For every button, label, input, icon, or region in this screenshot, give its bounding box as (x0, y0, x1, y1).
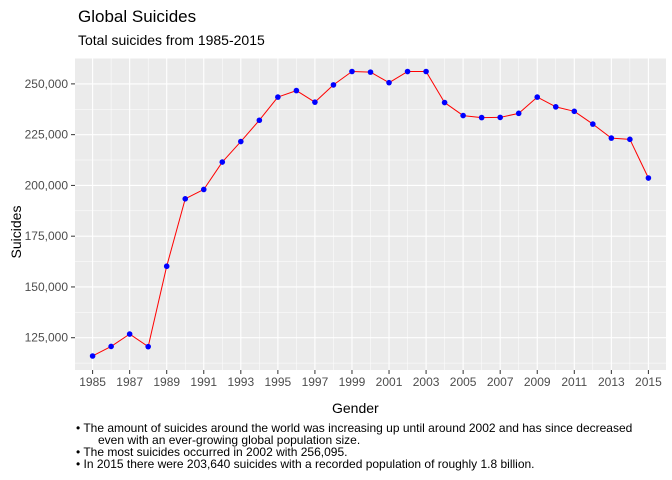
data-point (108, 343, 114, 350)
x-tick-label: 2015 (635, 375, 662, 389)
series-line-segment (92, 346, 112, 357)
series-line-segment (221, 141, 242, 163)
data-point (330, 82, 337, 88)
data-point (460, 112, 466, 119)
x-tick-label: 1987 (116, 375, 143, 389)
x-tick-label: 1989 (153, 375, 180, 389)
x-tick-label: 2005 (450, 375, 477, 389)
data-point (497, 114, 503, 121)
data-point (515, 110, 522, 117)
series-points-layer (89, 68, 652, 359)
data-point (441, 99, 448, 106)
data-point (645, 175, 652, 181)
series-line-segment (537, 96, 556, 108)
data-point (219, 159, 226, 165)
x-tick-label: 2007 (487, 375, 514, 389)
series-line-segment (277, 90, 297, 98)
series-line-segment (500, 112, 519, 118)
data-point (163, 263, 170, 270)
caption-line: even with an ever-growing global populat… (98, 433, 361, 447)
series-line-layer (92, 71, 649, 357)
y-axis-label: Suicides (8, 205, 24, 259)
chart-subtitle: Total suicides from 1985-2015 (78, 32, 265, 48)
caption-line: • In 2015 there were 203,640 suicides wi… (76, 457, 535, 471)
y-tick-label: 175,000 (25, 229, 69, 243)
series-line-segment (611, 137, 630, 140)
data-point (312, 99, 318, 105)
series-line-segment (370, 71, 390, 84)
series-line-segment (166, 198, 186, 267)
major-gridlines (75, 58, 666, 370)
y-tick-label: 150,000 (25, 280, 69, 294)
data-point (182, 196, 189, 202)
series-line-segment (296, 90, 316, 103)
data-point (293, 87, 300, 94)
series-line-segment (258, 96, 279, 121)
x-tick-label: 2003 (413, 375, 440, 389)
series-line-segment (185, 189, 204, 200)
x-tick-label: 1991 (190, 375, 217, 389)
series-line-segment (333, 71, 353, 86)
x-tick-label: 1995 (265, 375, 292, 389)
data-point (89, 353, 96, 359)
chart-title: Global Suicides (78, 7, 197, 26)
minor-gridlines (75, 58, 666, 370)
data-point (404, 68, 411, 75)
series-line-segment (574, 110, 594, 125)
data-point (238, 138, 244, 145)
series-line-segment (147, 266, 168, 347)
y-tick-label: 250,000 (25, 77, 69, 91)
x-tick-label: 1997 (302, 375, 329, 389)
data-point (386, 79, 392, 86)
series-line-segment (203, 161, 223, 190)
series-line-segment (388, 71, 408, 84)
data-point (608, 135, 615, 141)
data-point (534, 94, 541, 100)
x-tick-label: 2011 (561, 375, 587, 389)
series-line-segment (425, 71, 446, 103)
x-tick-label: 2009 (524, 375, 551, 389)
chart-caption: • The amount of suicides around the worl… (76, 422, 666, 470)
series-line-segment (240, 119, 260, 142)
caption-line: • The amount of suicides around the worl… (76, 421, 633, 435)
data-point (200, 186, 207, 193)
series-line-segment (592, 123, 612, 139)
data-point (256, 117, 263, 124)
data-point (367, 69, 374, 75)
y-tick-label: 200,000 (25, 178, 69, 192)
x-tick-label: 1985 (79, 375, 106, 389)
data-point (126, 331, 133, 337)
data-point (275, 94, 281, 100)
data-point (590, 121, 596, 127)
caption-line: • The most suicides occurred in 2002 wit… (76, 445, 348, 459)
y-tick-label: 225,000 (25, 128, 69, 142)
data-point (571, 108, 578, 115)
series-line-segment (444, 102, 464, 116)
series-line-segment (314, 84, 334, 103)
series-line-segment (110, 333, 130, 347)
x-tick-label: 2001 (376, 375, 403, 389)
y-tick-label: 125,000 (25, 331, 69, 345)
x-tick-label: 2013 (598, 375, 625, 389)
x-tick-label: 1999 (339, 375, 366, 389)
data-point (552, 104, 559, 110)
axis-ticks (71, 83, 649, 374)
series-line-segment (555, 106, 575, 112)
series-line-segment (351, 71, 371, 73)
data-point (478, 114, 485, 121)
x-axis-label: Gender (332, 400, 379, 416)
axis-tick-labels: 125,000 150,000 175,000 200,000 225,000 250,0… (25, 77, 662, 389)
data-point (423, 68, 429, 75)
series-line-segment (518, 96, 538, 114)
x-tick-label: 1993 (227, 375, 254, 389)
series-line-segment (129, 333, 149, 348)
data-point (627, 136, 633, 143)
data-point (349, 68, 355, 75)
series-line-segment (463, 115, 482, 119)
data-point (145, 343, 151, 350)
series-line-segment (629, 139, 649, 179)
